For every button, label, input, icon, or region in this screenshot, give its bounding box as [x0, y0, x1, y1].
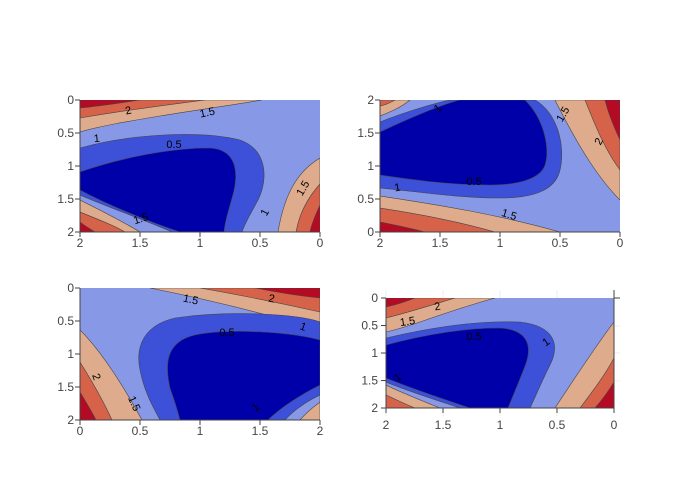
x-tick-label: 2	[377, 236, 384, 250]
contour-level-label: 1.5	[399, 315, 416, 329]
axes-top-right: 2 1.5 1 0.5 021.510.50	[357, 93, 623, 250]
axes-bottom-right: 2 1.5 1 0.5 0 0 0.5 1 1.5 2	[361, 291, 617, 432]
contour-surface-top-right	[380, 100, 620, 232]
y-tick-label: 0.5	[361, 319, 378, 333]
contour-level-label: 1.5	[182, 293, 199, 308]
x-tick-label: 0	[611, 418, 618, 432]
x-tick-label: 1	[197, 424, 204, 438]
x-tick-label: 1	[497, 236, 504, 250]
subplot-top-right[interactable]: 1 1.521 0.51.5	[380, 100, 620, 232]
y-tick-label: 2	[371, 401, 378, 415]
contour-level-label: 1	[393, 182, 401, 195]
y-tick-label: 0	[67, 281, 74, 295]
x-tick-label: 2	[317, 424, 324, 438]
x-tick-label: 2	[77, 236, 84, 250]
contour-surface-bottom-left	[80, 288, 320, 420]
x-tick-label: 0.5	[252, 236, 269, 250]
y-tick-label: 1	[67, 347, 74, 361]
x-tick-label: 2	[383, 418, 390, 432]
x-tick-label: 1.5	[432, 236, 449, 250]
x-tick-label: 1	[497, 418, 504, 432]
contour-surface-bottom-right	[386, 298, 614, 408]
x-tick-label: 1.5	[435, 418, 452, 432]
contour-level-label: 2	[124, 105, 132, 118]
contour-level-label: 1	[298, 320, 308, 333]
y-tick-label: 1	[371, 346, 378, 360]
y-tick-label: 0.5	[57, 314, 74, 328]
y-tick-label: 1	[67, 159, 74, 173]
contour-level-label: 1.5	[125, 394, 142, 413]
y-tick-label: 1.5	[57, 380, 74, 394]
subplot-top-left[interactable]: 2 1.51 0.51.511.5	[80, 100, 320, 232]
axes-layer: 2 1.5 1 0.5 000.511.522 1.5 1 0.5 021.510.500 0.5…	[57, 93, 623, 438]
subplot-bottom-right[interactable]: 21.50.5 11	[378, 290, 620, 416]
contour-level-label: 1	[540, 336, 552, 349]
contour-level-label: 2	[89, 372, 102, 382]
contour-level-label: 0.5	[466, 331, 481, 343]
x-tick-label: 1	[197, 236, 204, 250]
x-tick-label: 0.5	[132, 424, 149, 438]
contour-level-label: 0.5	[166, 139, 181, 151]
x-tick-label: 1.5	[132, 236, 149, 250]
axes-bottom-left: 0 0.5 1 1.5 200.511.52	[57, 281, 323, 438]
y-tick-label: 0.5	[57, 126, 74, 140]
x-tick-label: 0	[617, 236, 624, 250]
y-tick-label: 0	[367, 225, 374, 239]
y-tick-label: 0.5	[357, 192, 374, 206]
axes-top-left: 2 1.5 1 0.5 0 0 0.5 1 1.5 2	[57, 93, 323, 250]
x-tick-label: 1.5	[252, 424, 269, 438]
contour-level-label: 0.5	[466, 176, 481, 188]
contour-level-label: 1.5	[500, 207, 518, 223]
x-tick-label: 0.5	[552, 236, 569, 250]
contour-level-label: 1	[259, 207, 272, 218]
y-tick-label: 1	[367, 159, 374, 173]
y-tick-label: 1.5	[357, 126, 374, 140]
y-tick-label: 2	[67, 413, 74, 427]
y-tick-label: 0	[67, 93, 74, 107]
contour-level-label: 1.5	[199, 106, 216, 121]
contour-level-label: 1.5	[132, 211, 150, 227]
subplot-bottom-left[interactable]: 1.5 210.521.5 1	[80, 288, 320, 420]
y-tick-label: 1.5	[57, 192, 74, 206]
y-tick-label: 2	[67, 225, 74, 239]
x-tick-label: 0.5	[549, 418, 566, 432]
x-tick-label: 0	[77, 424, 84, 438]
y-tick-label: 1.5	[361, 374, 378, 388]
contour-level-label: 2	[433, 301, 441, 314]
contour-surface-top-left	[80, 100, 320, 232]
contour-level-label: 2	[267, 293, 275, 306]
y-tick-label: 0	[371, 291, 378, 305]
contour-level-label: 0.5	[219, 327, 234, 339]
x-tick-label: 0	[317, 236, 324, 250]
contour-level-label: 2	[593, 136, 606, 147]
contour-level-label: 1	[93, 133, 100, 145]
y-tick-label: 2	[367, 93, 374, 107]
